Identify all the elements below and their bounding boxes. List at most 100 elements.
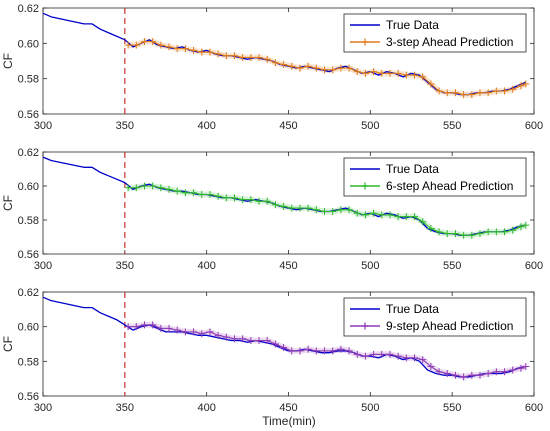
prediction-point xyxy=(468,91,476,99)
prediction-point xyxy=(263,337,271,345)
prediction-point xyxy=(165,324,173,332)
prediction-point xyxy=(492,228,500,236)
prediction-point xyxy=(263,197,271,205)
y-tick-label: 0.62 xyxy=(18,147,39,159)
prediction-point xyxy=(378,69,386,77)
legend-prediction-marker xyxy=(361,182,369,190)
prediction-point xyxy=(263,55,271,63)
prediction-point xyxy=(501,87,509,95)
prediction-point xyxy=(140,182,148,190)
prediction-point xyxy=(132,41,140,49)
prediction-point xyxy=(288,204,296,212)
prediction-point xyxy=(522,363,530,371)
prediction-point xyxy=(321,208,329,215)
prediction-point xyxy=(271,201,279,209)
x-tick-label: 400 xyxy=(197,402,215,414)
y-tick-label: 0.56 xyxy=(18,391,39,403)
x-axis-label: Time(min) xyxy=(262,414,316,428)
y-tick-label: 0.58 xyxy=(18,356,39,368)
prediction-point xyxy=(280,343,288,351)
prediction-point xyxy=(435,87,443,95)
prediction-point xyxy=(321,66,329,74)
y-tick-label: 0.56 xyxy=(18,249,39,261)
prediction-point xyxy=(337,64,345,72)
legend-true-label: True Data xyxy=(386,18,439,32)
prediction-point xyxy=(468,231,476,239)
prediction-point xyxy=(517,223,525,231)
prediction-point xyxy=(427,225,435,232)
prediction-point xyxy=(214,50,222,58)
prediction-point xyxy=(501,368,509,376)
prediction-point xyxy=(476,230,484,238)
prediction-point xyxy=(435,368,443,376)
prediction-point xyxy=(460,373,468,381)
prediction-point xyxy=(165,43,173,51)
prediction-point xyxy=(484,369,492,377)
x-tick-label: 500 xyxy=(361,120,379,132)
prediction-point xyxy=(230,52,238,60)
prediction-point xyxy=(206,48,214,56)
prediction-point xyxy=(517,82,525,90)
x-tick-label: 500 xyxy=(361,402,379,414)
prediction-point xyxy=(230,335,238,343)
prediction-point xyxy=(124,41,132,49)
prediction-point xyxy=(484,89,492,97)
prediction-point xyxy=(206,328,214,336)
y-axis-label: CF xyxy=(1,195,15,211)
prediction-point xyxy=(378,211,386,219)
prediction-point xyxy=(132,184,140,192)
y-tick-label: 0.56 xyxy=(18,109,39,121)
prediction-point xyxy=(386,69,394,77)
prediction-point xyxy=(247,53,255,61)
prediction-point xyxy=(190,328,198,336)
prediction-point xyxy=(198,191,206,198)
prediction-point xyxy=(247,337,255,345)
chart-panel-3: 300 350 400 450 500 550 600 0.56 0.58 0.60 0.62 CF T… xyxy=(1,287,543,414)
legend-box xyxy=(343,157,527,197)
prediction-point xyxy=(411,71,419,79)
prediction-point xyxy=(492,87,500,95)
y-tick-label: 0.60 xyxy=(18,38,39,50)
prediction-point xyxy=(157,184,165,192)
legend-prediction-marker xyxy=(361,38,369,46)
x-tick-label: 450 xyxy=(279,120,297,132)
prediction-point xyxy=(181,45,189,53)
prediction-point xyxy=(345,206,353,214)
x-tick-label: 300 xyxy=(34,120,52,132)
prediction-point xyxy=(312,64,320,72)
prediction-point xyxy=(206,191,214,198)
y-tick-label: 0.60 xyxy=(18,181,39,193)
x-tick-label: 350 xyxy=(116,260,134,272)
prediction-point xyxy=(255,337,263,345)
x-tick-label: 550 xyxy=(443,260,461,272)
prediction-point xyxy=(476,89,484,97)
chart-panel-2: 300 350 400 450 500 550 600 0.56 0.58 0.60 0.62 CF T… xyxy=(1,147,543,272)
prediction-point xyxy=(476,371,484,379)
prediction-point xyxy=(468,371,476,379)
prediction-point xyxy=(157,324,165,332)
true-data-line xyxy=(42,296,526,378)
prediction-point xyxy=(443,230,451,238)
prediction-point xyxy=(501,228,509,236)
x-tick-label: 550 xyxy=(443,402,461,414)
prediction-point xyxy=(157,41,165,49)
prediction-point xyxy=(517,364,525,372)
y-axis-label: CF xyxy=(1,336,15,352)
prediction-point xyxy=(411,213,419,221)
x-tick-label: 300 xyxy=(34,260,52,272)
prediction-point xyxy=(394,69,402,77)
prediction-point xyxy=(280,61,288,69)
prediction-point xyxy=(361,211,369,219)
prediction-point xyxy=(386,350,394,358)
prediction-point xyxy=(296,347,304,355)
prediction-point xyxy=(165,185,173,193)
prediction-point xyxy=(280,202,288,210)
prediction-point xyxy=(509,226,517,234)
prediction-point xyxy=(296,204,304,212)
prediction-point xyxy=(509,85,517,93)
x-tick-label: 350 xyxy=(116,402,134,414)
prediction-point xyxy=(361,69,369,77)
prediction-point xyxy=(149,38,157,46)
prediction-point xyxy=(451,371,459,379)
y-tick-label: 0.62 xyxy=(18,3,39,15)
